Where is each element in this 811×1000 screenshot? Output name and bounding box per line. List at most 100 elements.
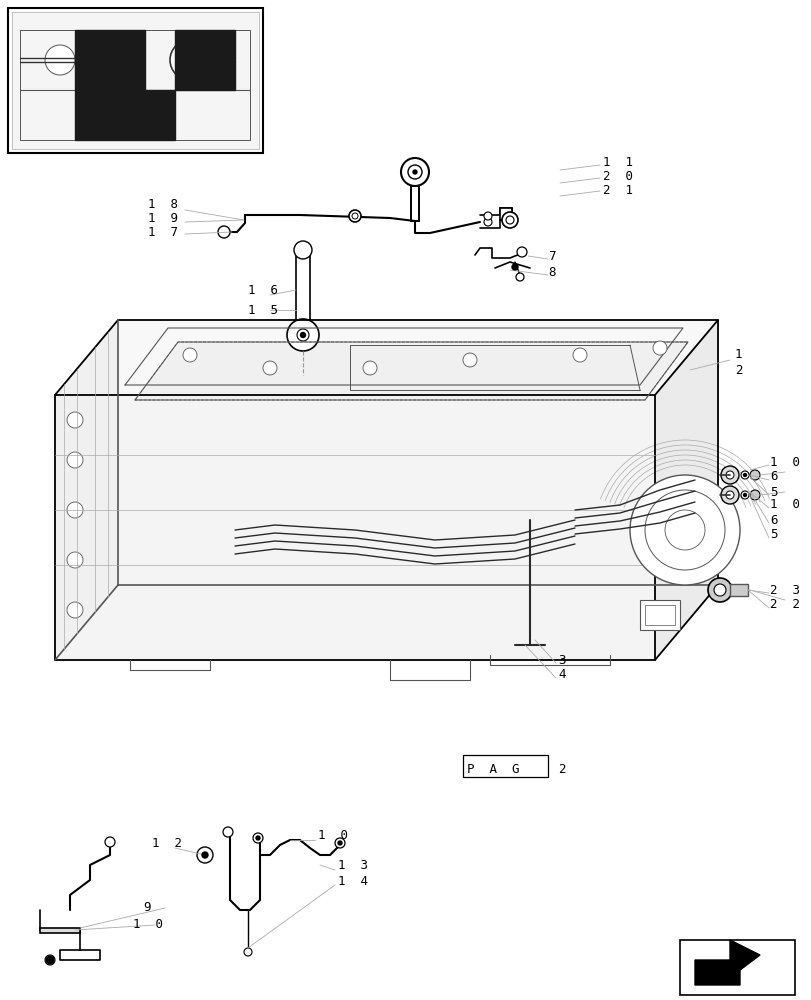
Circle shape <box>664 510 704 550</box>
Polygon shape <box>75 90 175 140</box>
Circle shape <box>263 361 277 375</box>
Text: 3: 3 <box>557 654 564 666</box>
Text: 1  5: 1 5 <box>247 304 277 316</box>
Text: 2: 2 <box>734 363 741 376</box>
Circle shape <box>182 348 197 362</box>
Circle shape <box>67 602 83 618</box>
Text: 9: 9 <box>143 901 150 914</box>
Text: 5: 5 <box>769 486 777 498</box>
Circle shape <box>67 412 83 428</box>
Circle shape <box>743 493 745 496</box>
Circle shape <box>505 216 513 224</box>
Circle shape <box>743 474 745 477</box>
Circle shape <box>707 578 731 602</box>
Text: 1  7: 1 7 <box>148 227 178 239</box>
Circle shape <box>573 348 586 362</box>
Circle shape <box>351 213 358 219</box>
Circle shape <box>483 212 491 220</box>
Circle shape <box>515 273 523 281</box>
Circle shape <box>652 341 666 355</box>
Circle shape <box>253 833 263 843</box>
Circle shape <box>243 948 251 956</box>
Circle shape <box>286 319 319 351</box>
Circle shape <box>725 491 733 499</box>
Circle shape <box>300 332 305 338</box>
Circle shape <box>501 212 517 228</box>
Bar <box>500 208 512 220</box>
Circle shape <box>629 475 739 585</box>
Circle shape <box>749 470 759 480</box>
Text: 2  3: 2 3 <box>769 584 799 596</box>
Text: 1  8: 1 8 <box>148 198 178 212</box>
Circle shape <box>512 264 517 270</box>
Circle shape <box>45 45 75 75</box>
Text: 1  3: 1 3 <box>337 859 367 872</box>
Bar <box>639 600 679 630</box>
Bar <box>462 755 547 777</box>
Circle shape <box>363 361 376 375</box>
Text: 2: 2 <box>557 763 564 776</box>
Text: 8: 8 <box>547 265 555 278</box>
Bar <box>12 12 259 149</box>
Circle shape <box>45 955 55 965</box>
Text: 5: 5 <box>769 528 777 542</box>
Text: 7: 7 <box>547 249 555 262</box>
Circle shape <box>407 165 422 179</box>
Circle shape <box>413 170 417 174</box>
Polygon shape <box>75 30 145 90</box>
Polygon shape <box>55 395 654 660</box>
Polygon shape <box>654 320 717 660</box>
Circle shape <box>720 486 738 504</box>
Circle shape <box>337 841 341 845</box>
Polygon shape <box>55 320 118 660</box>
Circle shape <box>255 836 260 840</box>
Circle shape <box>517 247 526 257</box>
Circle shape <box>740 491 748 499</box>
Circle shape <box>713 584 725 596</box>
Text: 1  9: 1 9 <box>148 213 178 226</box>
Circle shape <box>46 956 54 964</box>
Circle shape <box>83 93 127 137</box>
Circle shape <box>297 329 309 341</box>
Polygon shape <box>175 30 234 90</box>
Circle shape <box>217 226 230 238</box>
Circle shape <box>93 103 117 127</box>
Bar <box>40 928 80 933</box>
Circle shape <box>67 452 83 468</box>
Text: 1  0: 1 0 <box>769 498 799 512</box>
Circle shape <box>483 218 491 226</box>
Circle shape <box>223 827 233 837</box>
Text: 1  1: 1 1 <box>603 156 633 169</box>
Text: 6: 6 <box>769 514 777 526</box>
Text: 4: 4 <box>557 668 564 682</box>
Polygon shape <box>135 342 687 400</box>
Circle shape <box>169 40 210 80</box>
Text: 1  2: 1 2 <box>152 837 182 850</box>
Text: 2  1: 2 1 <box>603 184 633 197</box>
Circle shape <box>335 838 345 848</box>
Text: 1  4: 1 4 <box>337 876 367 888</box>
Circle shape <box>720 466 738 484</box>
Text: 1  0: 1 0 <box>769 456 799 468</box>
Polygon shape <box>694 940 759 985</box>
Circle shape <box>401 158 428 186</box>
Text: 2  0: 2 0 <box>603 170 633 183</box>
Circle shape <box>202 852 208 858</box>
Circle shape <box>462 353 476 367</box>
Circle shape <box>67 552 83 568</box>
Text: 1  0: 1 0 <box>133 918 163 931</box>
Polygon shape <box>55 320 717 395</box>
Text: 6: 6 <box>769 471 777 484</box>
Circle shape <box>725 471 733 479</box>
Circle shape <box>644 490 724 570</box>
Bar <box>679 940 794 995</box>
Circle shape <box>180 50 200 70</box>
Text: 1: 1 <box>734 349 741 361</box>
Bar <box>729 584 747 596</box>
Circle shape <box>349 210 361 222</box>
Circle shape <box>67 502 83 518</box>
Bar <box>8 8 263 153</box>
Text: 2  2: 2 2 <box>769 598 799 611</box>
Text: P  A  G: P A G <box>466 763 519 776</box>
Circle shape <box>105 837 115 847</box>
